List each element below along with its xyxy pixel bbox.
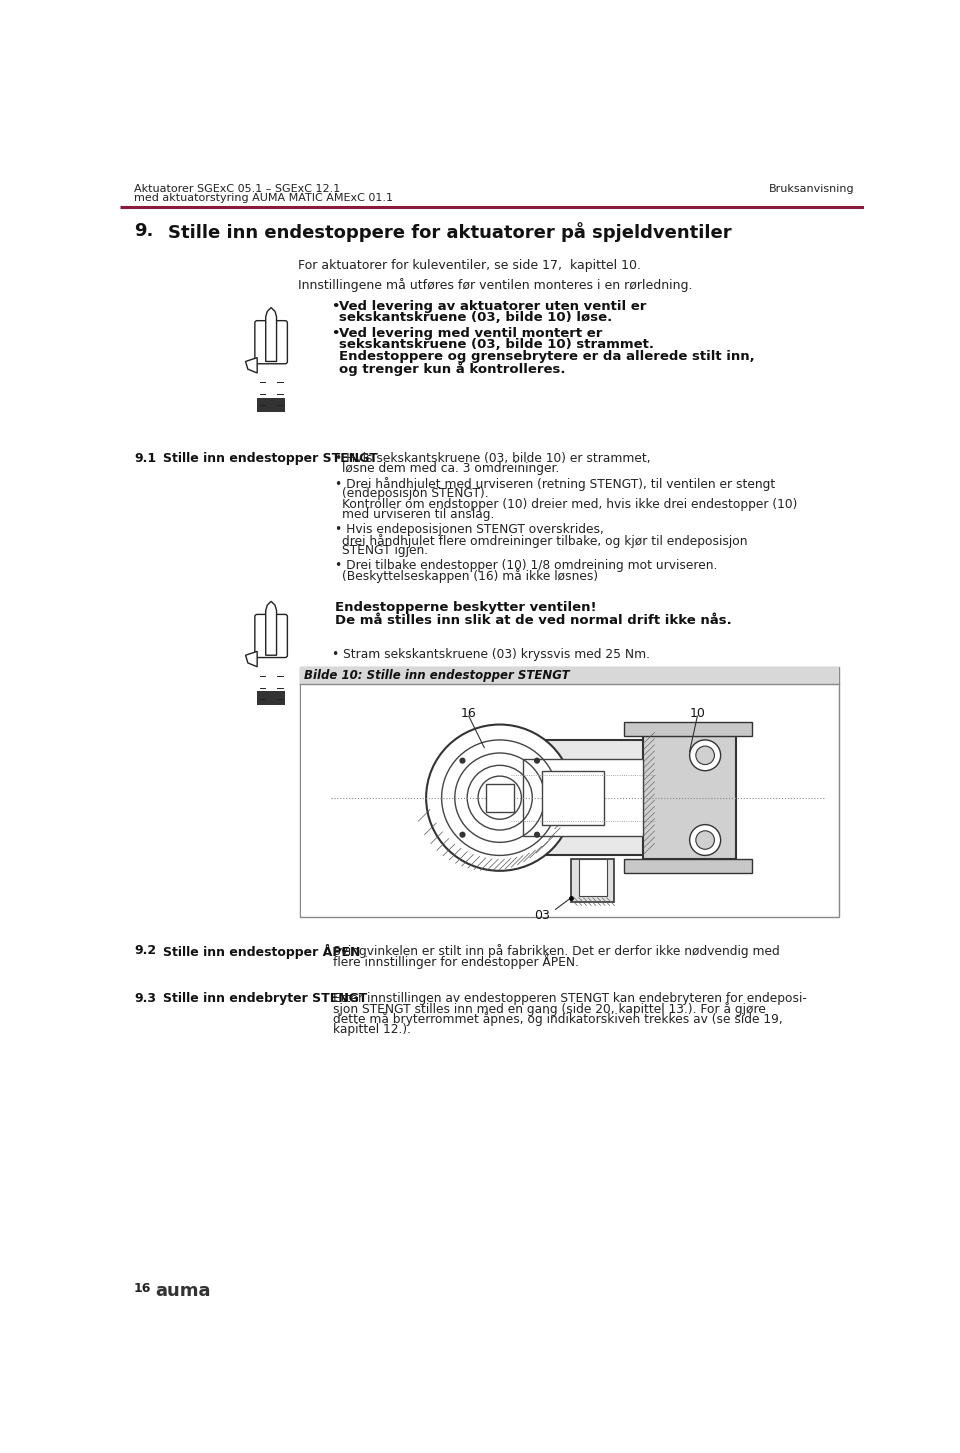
Polygon shape [624,722,752,737]
Text: De må stilles inn slik at de ved normal drift ikke nås.: De må stilles inn slik at de ved normal … [335,613,732,626]
Text: Stille inn endebryter STENGT: Stille inn endebryter STENGT [162,992,367,1004]
Bar [257,398,285,411]
Text: •: • [331,327,340,340]
Text: Bilde 10: Stille inn endestopper STENGT: Bilde 10: Stille inn endestopper STENGT [304,668,570,681]
Text: 16: 16 [134,1282,152,1295]
Text: auma: auma [156,1282,211,1299]
Polygon shape [266,602,276,655]
Text: dette må bryterrommet åpnes, og indikatorskiven trekkes av (se side 19,: dette må bryterrommet åpnes, og indikato… [333,1013,782,1026]
Bar [571,859,614,902]
Text: STENGT igjen.: STENGT igjen. [343,543,428,556]
Text: (endeposisjon STENGT).: (endeposisjon STENGT). [343,487,489,500]
Text: sekskantskruene (03, bilde 10) løse.: sekskantskruene (03, bilde 10) løse. [339,311,612,324]
Circle shape [534,757,540,764]
Circle shape [696,745,714,764]
Text: Ved levering med ventil montert er: Ved levering med ventil montert er [339,327,603,340]
Polygon shape [624,859,752,873]
Circle shape [460,831,466,838]
Text: sjon STENGT stilles inn med en gang (side 20, kapittel 13.). For å gjøre: sjon STENGT stilles inn med en gang (sid… [333,1003,766,1016]
Bar [300,667,839,684]
Text: Svingvinkelen er stilt inn på fabrikken. Det er derfor ikke nødvendig med: Svingvinkelen er stilt inn på fabrikken.… [333,944,780,958]
Bar [504,740,662,856]
Bar [257,692,285,705]
Text: Stille inn endestopper ÅPEN: Stille inn endestopper ÅPEN [162,944,360,959]
Text: Bruksanvisning: Bruksanvisning [769,183,854,193]
Text: • Stram sekskantskruene (03) kryssvis med 25 Nm.: • Stram sekskantskruene (03) kryssvis me… [331,648,650,661]
Text: Innstillingene må utføres før ventilen monteres i en rørledning.: Innstillingene må utføres før ventilen m… [299,279,693,292]
Text: 9.1: 9.1 [134,452,156,465]
FancyBboxPatch shape [254,321,287,363]
FancyBboxPatch shape [643,737,736,859]
Text: Stille inn endestoppere for aktuatorer på spjeldventiler: Stille inn endestoppere for aktuatorer p… [168,222,732,243]
Text: •: • [331,299,340,312]
Text: 9.3: 9.3 [134,992,156,1004]
Text: Kontroller om endstopper (10) dreier med, hvis ikke drei endestopper (10): Kontroller om endstopper (10) dreier med… [343,498,798,511]
Text: 16: 16 [461,706,476,719]
Text: (Beskyttelseskappen (16) må ikke løsnes): (Beskyttelseskappen (16) må ikke løsnes) [343,570,598,583]
Bar [486,783,514,812]
Circle shape [689,740,721,770]
Circle shape [696,831,714,849]
Text: Stille inn endestopper STENGT: Stille inn endestopper STENGT [162,452,377,465]
Polygon shape [246,651,257,667]
Text: Endestopperne beskytter ventilen!: Endestopperne beskytter ventilen! [335,602,596,615]
Text: 10: 10 [689,706,706,719]
Bar [300,684,838,917]
Text: og trenger kun å kontrolleres.: og trenger kun å kontrolleres. [339,362,565,376]
Text: • Drei håndhjulet med urviseren (retning STENGT), til ventilen er stengt: • Drei håndhjulet med urviseren (retning… [335,477,775,491]
Text: 03: 03 [535,910,550,923]
Bar [542,770,605,825]
Text: • Hvis sekskantskruene (03, bilde 10) er strammet,: • Hvis sekskantskruene (03, bilde 10) er… [335,452,650,465]
Text: med urviseren til anslag.: med urviseren til anslag. [343,509,494,522]
Text: kapittel 12.).: kapittel 12.). [333,1023,411,1036]
Polygon shape [246,357,257,373]
FancyBboxPatch shape [254,615,287,658]
Text: • Hvis endeposisjonen STENGT overskrides,: • Hvis endeposisjonen STENGT overskrides… [335,523,604,536]
Bar [300,667,839,917]
Circle shape [460,757,466,764]
Text: Ved levering av aktuatorer uten ventil er: Ved levering av aktuatorer uten ventil e… [339,299,647,312]
Text: løsne dem med ca. 3 omdreininger.: løsne dem med ca. 3 omdreininger. [343,462,560,475]
Text: med aktuatorstyring AUMA MATIC AMExC 01.1: med aktuatorstyring AUMA MATIC AMExC 01.… [134,193,393,203]
Text: 9.2: 9.2 [134,944,156,958]
Bar [579,859,607,897]
Text: • Drei tilbake endestopper (10) 1/8 omdreining mot urviseren.: • Drei tilbake endestopper (10) 1/8 omdr… [335,559,717,572]
Text: 9.: 9. [134,222,154,240]
Text: Etter innstillingen av endestopperen STENGT kan endebryteren for endeposi-: Etter innstillingen av endestopperen STE… [333,992,807,1004]
Circle shape [426,725,573,870]
Text: flere innstillinger for endestopper ÅPEN.: flere innstillinger for endestopper ÅPEN… [333,955,579,969]
Text: Aktuatorer SGExC 05.1 – SGExC 12.1: Aktuatorer SGExC 05.1 – SGExC 12.1 [134,183,340,193]
Text: drei håndhjulet flere omdreininger tilbake, og kjør til endeposisjon: drei håndhjulet flere omdreininger tilba… [343,533,748,548]
Text: For aktuatorer for kuleventiler, se side 17,  kapittel 10.: For aktuatorer for kuleventiler, se side… [299,259,641,272]
Text: sekskantskruene (03, bilde 10) strammet.: sekskantskruene (03, bilde 10) strammet. [339,339,655,352]
Circle shape [534,831,540,838]
Text: Endestoppere og grensebrytere er da allerede stilt inn,: Endestoppere og grensebrytere er da alle… [339,350,756,363]
Polygon shape [266,308,276,362]
Circle shape [689,825,721,856]
Bar [523,758,643,835]
